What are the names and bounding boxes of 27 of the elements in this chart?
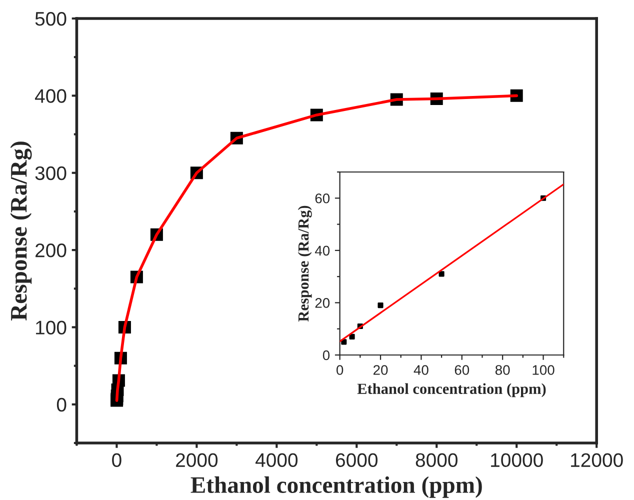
- x-axis-title: Ethanol concentration (ppm): [357, 383, 546, 398]
- y-tick-label: 20: [315, 298, 330, 308]
- x-tick-label: 8000: [416, 453, 458, 468]
- x-tick-label: 0: [112, 453, 122, 468]
- y-tick-label: 300: [35, 166, 66, 180]
- y-tick-label: 60: [315, 193, 330, 204]
- y-tick-label: 400: [35, 89, 66, 103]
- x-tick-label: 4000: [255, 453, 298, 468]
- y-tick-label: 0: [322, 350, 330, 360]
- y-tick-label: 200: [36, 244, 66, 258]
- x-tick-label: 60: [454, 365, 470, 375]
- y-axis-title: Response (Ra/Rg): [10, 142, 32, 321]
- x-tick-label: 12000: [571, 453, 623, 468]
- y-axis-title: Response (Ra/Rg): [298, 206, 312, 322]
- x-tick-label: 20: [373, 365, 388, 375]
- y-tick-label: 500: [35, 12, 66, 26]
- x-tick-label: 6000: [336, 453, 378, 468]
- x-tick-label: 0: [336, 365, 344, 375]
- x-tick-label: 2000: [176, 453, 218, 468]
- x-tick-label: 80: [495, 365, 510, 375]
- x-tick-label: 10000: [491, 453, 543, 468]
- x-tick-label: 100: [532, 365, 554, 375]
- y-tick-label: 0: [56, 398, 66, 412]
- x-axis-title: Ethanol concentration (ppm): [190, 476, 482, 498]
- y-tick-label: 100: [36, 320, 66, 334]
- y-tick-label: 40: [314, 246, 330, 256]
- x-tick-label: 40: [414, 365, 428, 375]
